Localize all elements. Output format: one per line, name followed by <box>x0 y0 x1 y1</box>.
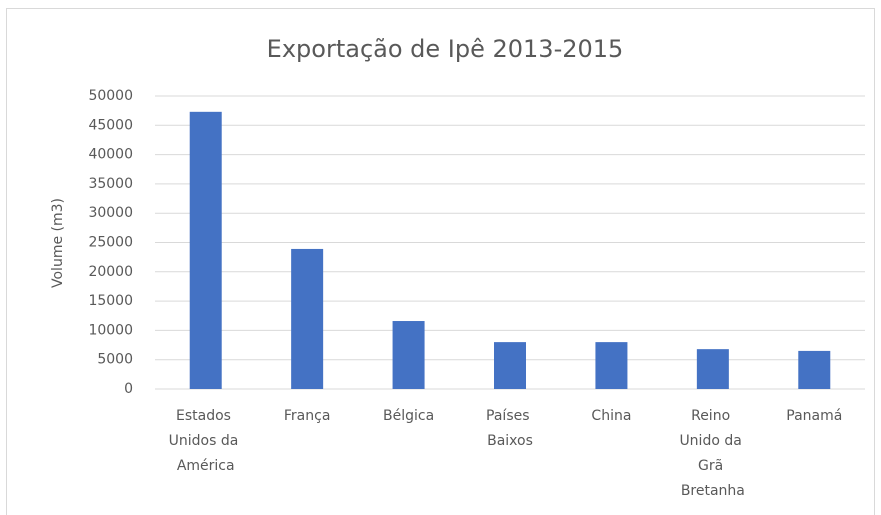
y-tick-label: 35000 <box>88 176 133 192</box>
bar <box>798 350 831 389</box>
x-tick-label: Estados Unidos da América <box>169 408 243 474</box>
x-tick-label: China <box>591 408 631 424</box>
bar <box>291 248 324 389</box>
chart-title: Exportação de Ipê 2013-2015 <box>267 35 624 63</box>
y-tick-label: 45000 <box>88 117 133 133</box>
y-tick-label: 25000 <box>88 235 133 251</box>
bar <box>595 342 628 389</box>
x-tick-label: Países Baixos <box>486 408 534 449</box>
y-tick-label: 15000 <box>88 293 133 309</box>
y-tick-label: 40000 <box>88 147 133 163</box>
bar <box>494 342 526 389</box>
x-tick-label: Panamá <box>786 408 842 424</box>
y-tick-label: 5000 <box>97 352 133 368</box>
y-axis-label: Volume (m3) <box>50 198 66 288</box>
x-tick-label: Bélgica <box>383 408 434 424</box>
x-tick-label: França <box>284 408 331 424</box>
y-tick-label: 10000 <box>88 322 133 338</box>
y-tick-label: 20000 <box>88 264 133 280</box>
y-tick-label: 30000 <box>88 205 133 221</box>
bar <box>696 349 729 389</box>
bar <box>189 111 222 390</box>
x-tick-label: Reino Unido da Grã Bretanha <box>679 408 746 499</box>
y-tick-label: 50000 <box>88 88 133 104</box>
bar <box>392 321 425 389</box>
y-tick-label: 0 <box>124 381 133 397</box>
chart-frame <box>6 8 875 515</box>
